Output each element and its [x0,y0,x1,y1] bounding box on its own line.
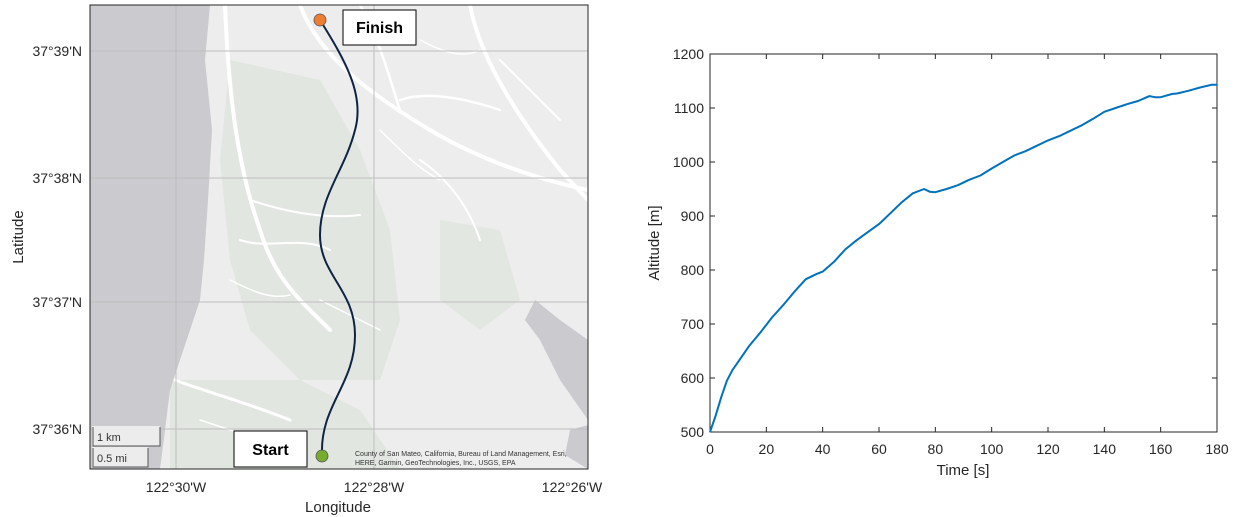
map-bay [525,300,588,420]
altitude-chart: 0 20 40 60 80 100 120 140 160 180 500 600 700 800 900 1… [646,46,1229,479]
x-tick-label: 100 [980,441,1004,457]
map-basemap [90,5,588,469]
x-tick-label: 160 [1149,441,1173,457]
scale-bar: 1 km 0.5 mi [92,426,161,468]
x-tick-label: 20 [759,441,775,457]
x-tick-label: 140 [1093,441,1117,457]
y-tick-label: 1200 [673,46,704,62]
start-marker [315,449,329,463]
x-tick-label: 40 [815,441,831,457]
y-tick-label: 500 [681,424,705,440]
x-tick-label: 80 [928,441,944,457]
map-graticule [90,5,588,469]
lat-tick-label: 37°38'N [32,170,82,186]
start-callout: Start [233,430,308,468]
y-tick-label: 600 [681,370,705,386]
lon-tick-labels: 122°30'W 122°28'W 122°26'W [146,479,603,495]
lon-tick-label: 122°30'W [146,479,207,495]
y-tick-label: 1000 [673,154,704,170]
attribution-line-1: County of San Mateo, California, Bureau … [355,451,567,458]
x-tick-label: 60 [871,441,887,457]
y-tick-label: 900 [681,208,705,224]
altitude-series-line [709,83,1217,433]
start-label: Start [252,442,289,459]
lat-tick-labels: 37°39'N 37°38'N 37°37'N 37°36'N [32,43,82,437]
chart-y-axis-title: Altitude [m] [646,205,663,280]
x-tick-label: 120 [1036,441,1060,457]
lon-tick-label: 122°28'W [344,479,405,495]
finish-callout: Finish [342,9,417,46]
scale-km-label: 1 km [97,432,121,444]
lat-tick-label: 37°39'N [32,43,82,59]
chart-plot-area [709,53,1218,433]
chart-x-axis-title: Time [s] [937,462,990,479]
lat-tick-label: 37°37'N [32,294,82,310]
lon-tick-label: 122°26'W [542,479,603,495]
finish-label: Finish [356,20,403,37]
x-tick-label: 0 [706,441,714,457]
map-park-area-south [170,380,400,469]
map-frame [89,4,589,470]
route-path [318,19,359,456]
lat-tick-label: 37°36'N [32,421,82,437]
map-park-area [220,60,400,380]
map-y-axis-title: Latitude [10,210,27,263]
y-tick-label: 1100 [674,100,704,116]
map-attribution: County of San Mateo, California, Bureau … [355,451,567,467]
map-roads [173,5,588,446]
finish-marker [313,13,327,27]
map-bay-lower [565,425,588,469]
map-ocean [90,5,212,469]
y-tick-label: 800 [681,262,705,278]
scale-mi-label: 0.5 mi [97,453,127,465]
x-tick-label: 180 [1205,441,1229,457]
attribution-line-2: HERE, Garmin, GeoTechnologies, Inc., USG… [355,460,516,467]
map-figure: Finish Start 1 km 0.5 mi County of San M… [10,4,603,516]
y-tick-label: 700 [681,316,705,332]
map-x-axis-title: Longitude [305,499,371,516]
